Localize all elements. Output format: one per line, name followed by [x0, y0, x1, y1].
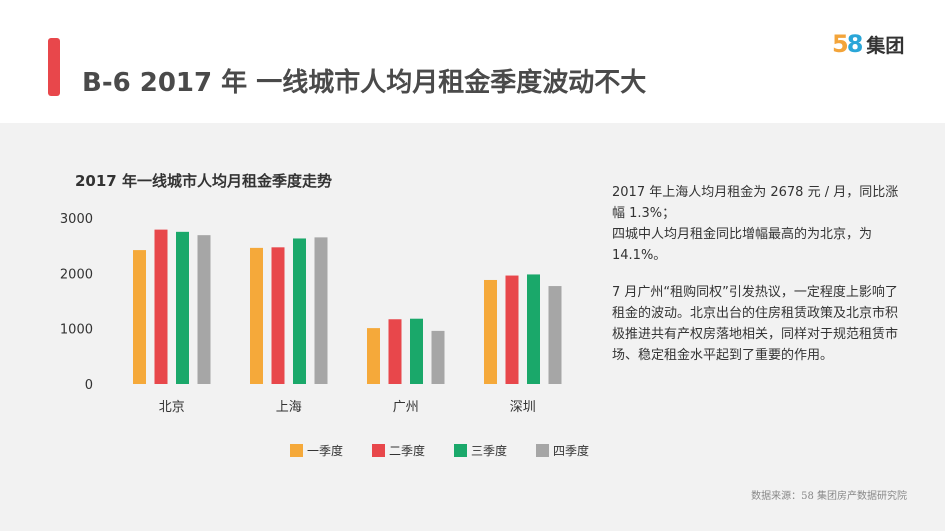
y-tick-label: 3000 — [60, 212, 93, 227]
x-tick-label: 广州 — [393, 400, 419, 415]
bar-北京-一季度 — [133, 250, 146, 384]
legend-swatch-四季度 — [536, 444, 549, 457]
data-source: 数据来源：58 集团房产数据研究院 — [751, 491, 907, 502]
bar-广州-四季度 — [431, 330, 445, 384]
bar-深圳-二季度 — [505, 275, 519, 384]
description-line-beijing: 四城中人均月租金同比增幅最高的为北京，为 14.1%。 — [612, 227, 873, 263]
legend-swatch-二季度 — [372, 444, 385, 457]
bar-北京-三季度 — [176, 231, 189, 384]
legend-label: 二季度 — [389, 443, 425, 458]
title-accent-bar — [48, 38, 60, 96]
y-tick-label: 2000 — [60, 267, 93, 282]
logo-text: 集团 — [866, 34, 905, 57]
description-line-shanghai: 2017 年上海人均月租金为 2678 元 / 月，同比涨幅 1.3%； — [612, 185, 899, 221]
bar-深圳-一季度 — [484, 279, 497, 384]
brand-logo: 5 8 集团 — [832, 30, 904, 58]
bar-上海-一季度 — [250, 247, 263, 384]
x-tick-label: 上海 — [276, 400, 302, 415]
description-paragraph-1: 2017 年上海人均月租金为 2678 元 / 月，同比涨幅 1.3%； 四城中… — [612, 182, 904, 266]
bar-北京-四季度 — [197, 235, 211, 384]
bar-深圳-三季度 — [527, 274, 540, 384]
description-paragraph-2: 7 月广州“租购同权”引发热议，一定程度上影响了租金的波动。北京出台的住房租赁政… — [612, 285, 899, 363]
legend-label: 一季度 — [307, 443, 343, 458]
logo-digit-5: 5 — [832, 30, 849, 58]
bar-广州-一季度 — [367, 328, 380, 384]
logo-digit-8: 8 — [846, 30, 864, 58]
bar-上海-二季度 — [271, 247, 285, 384]
bar-上海-三季度 — [293, 238, 306, 384]
y-tick-label: 0 — [85, 378, 93, 393]
bar-上海-四季度 — [314, 237, 328, 384]
bar-北京-二季度 — [154, 229, 168, 384]
legend-swatch-一季度 — [290, 444, 303, 457]
legend-label: 四季度 — [553, 443, 589, 458]
legend-swatch-三季度 — [454, 444, 467, 457]
x-tick-label: 北京 — [159, 400, 185, 415]
bar-广州-三季度 — [410, 318, 423, 384]
bar-广州-二季度 — [388, 319, 402, 384]
x-tick-label: 深圳 — [510, 400, 536, 415]
chart-title: 2017 年一线城市人均月租金季度走势 — [75, 172, 332, 190]
bar-深圳-四季度 — [548, 286, 562, 384]
page-title: B-6 2017 年 一线城市人均月租金季度波动不大 — [82, 68, 647, 98]
y-tick-label: 1000 — [60, 323, 93, 338]
legend-label: 三季度 — [471, 443, 507, 458]
description-text: 2017 年上海人均月租金为 2678 元 / 月，同比涨幅 1.3%； 四城中… — [612, 182, 904, 382]
